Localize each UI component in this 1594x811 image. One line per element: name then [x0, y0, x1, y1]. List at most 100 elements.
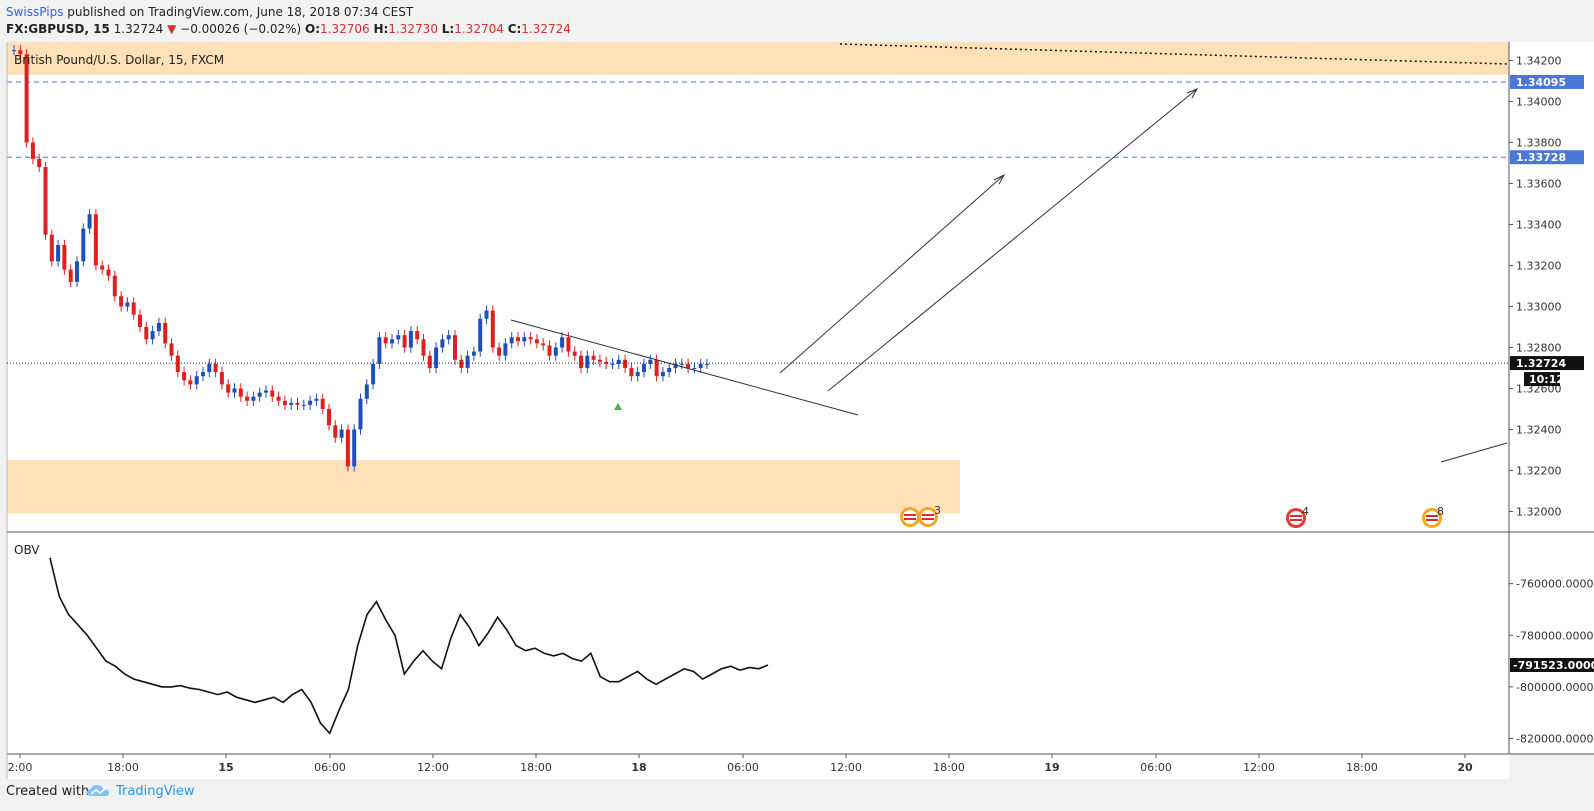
- candle[interactable]: [440, 334, 445, 353]
- candle[interactable]: [175, 350, 180, 378]
- candle[interactable]: [333, 420, 338, 443]
- candle[interactable]: [698, 358, 703, 374]
- tradingview-link[interactable]: TradingView: [116, 784, 195, 799]
- candle[interactable]: [75, 256, 79, 287]
- candle[interactable]: [660, 366, 665, 382]
- candle[interactable]: [289, 397, 294, 411]
- candle[interactable]: [591, 350, 596, 365]
- candle[interactable]: [68, 264, 73, 287]
- tradingview-cloud-icon[interactable]: [86, 783, 112, 799]
- candle[interactable]: [503, 338, 508, 361]
- obv-pane[interactable]: [7, 532, 1509, 754]
- candle[interactable]: [327, 403, 331, 431]
- candle[interactable]: [383, 332, 388, 349]
- candle[interactable]: [402, 330, 407, 353]
- candle[interactable]: [390, 334, 394, 349]
- candle[interactable]: [43, 161, 48, 240]
- candle[interactable]: [282, 395, 287, 411]
- candle[interactable]: [415, 325, 420, 345]
- candle[interactable]: [276, 391, 281, 406]
- candle[interactable]: [270, 385, 275, 402]
- downtrend-line[interactable]: [510, 319, 859, 416]
- candle[interactable]: [692, 362, 697, 374]
- candle[interactable]: [308, 395, 313, 411]
- candle[interactable]: [295, 397, 300, 411]
- candle[interactable]: [156, 317, 161, 337]
- candle[interactable]: [320, 393, 325, 415]
- candle[interactable]: [673, 358, 678, 374]
- candle[interactable]: [49, 229, 54, 267]
- candle[interactable]: [446, 330, 451, 345]
- candle[interactable]: [339, 424, 344, 443]
- candle[interactable]: [642, 358, 646, 378]
- candle[interactable]: [635, 366, 640, 382]
- candle[interactable]: [560, 332, 565, 353]
- candle[interactable]: [597, 354, 602, 367]
- candle[interactable]: [93, 209, 98, 271]
- candle[interactable]: [509, 332, 514, 349]
- candle[interactable]: [528, 332, 533, 345]
- candle[interactable]: [352, 424, 357, 472]
- candle[interactable]: [497, 342, 502, 361]
- candle[interactable]: [112, 270, 117, 302]
- candle[interactable]: [358, 393, 363, 435]
- candle[interactable]: [138, 309, 142, 333]
- us-flag-icon[interactable]: [1286, 508, 1306, 528]
- candle[interactable]: [245, 391, 250, 406]
- candle[interactable]: [182, 366, 187, 386]
- candle[interactable]: [471, 346, 476, 361]
- candle[interactable]: [516, 332, 520, 347]
- us-flag-icon[interactable]: [1422, 508, 1442, 528]
- candle[interactable]: [18, 45, 23, 60]
- us-flag-icon[interactable]: [900, 507, 920, 527]
- candle[interactable]: [459, 354, 464, 374]
- candle[interactable]: [547, 340, 552, 361]
- candle[interactable]: [56, 239, 61, 267]
- candle[interactable]: [421, 334, 426, 361]
- chart-area[interactable]: 3 4 8 1.320001.322001.324001.326001.3280…: [0, 0, 1594, 780]
- time-axis[interactable]: [7, 754, 1509, 779]
- candle[interactable]: [125, 297, 130, 312]
- candle[interactable]: [226, 379, 231, 398]
- candle[interactable]: [396, 330, 401, 345]
- candle[interactable]: [251, 391, 256, 406]
- candle[interactable]: [238, 383, 243, 402]
- candle[interactable]: [667, 362, 672, 378]
- candle[interactable]: [163, 317, 168, 349]
- support-zone[interactable]: [7, 460, 960, 514]
- candle[interactable]: [585, 350, 590, 374]
- candle[interactable]: [465, 350, 470, 374]
- candle[interactable]: [131, 297, 136, 320]
- candle[interactable]: [364, 379, 369, 404]
- candle[interactable]: [610, 358, 615, 370]
- candle[interactable]: [490, 305, 495, 353]
- candle[interactable]: [541, 338, 546, 351]
- short-trendline[interactable]: [1440, 442, 1508, 463]
- candle[interactable]: [408, 325, 413, 353]
- candle[interactable]: [522, 332, 527, 347]
- candle[interactable]: [194, 371, 199, 390]
- candle[interactable]: [119, 291, 124, 312]
- trend-drawings[interactable]: [510, 43, 1508, 463]
- candle[interactable]: [301, 399, 306, 411]
- candle[interactable]: [623, 354, 628, 374]
- candle[interactable]: [24, 49, 29, 148]
- author-link[interactable]: SwissPips: [6, 5, 64, 19]
- candle[interactable]: [144, 321, 149, 345]
- candle[interactable]: [150, 325, 155, 345]
- candle[interactable]: [106, 264, 111, 281]
- candle[interactable]: [62, 239, 67, 275]
- candle[interactable]: [686, 358, 691, 374]
- candle[interactable]: [87, 209, 92, 234]
- candle[interactable]: [30, 137, 35, 164]
- candle[interactable]: [264, 385, 268, 398]
- candle[interactable]: [648, 354, 653, 370]
- target-arrow-1[interactable]: [779, 174, 1005, 374]
- candle[interactable]: [616, 354, 621, 370]
- candle[interactable]: [553, 342, 558, 361]
- us-flag-icon[interactable]: [918, 507, 938, 527]
- candle[interactable]: [679, 358, 684, 370]
- candle[interactable]: [219, 366, 224, 390]
- candle[interactable]: [654, 354, 659, 382]
- candle[interactable]: [81, 223, 86, 267]
